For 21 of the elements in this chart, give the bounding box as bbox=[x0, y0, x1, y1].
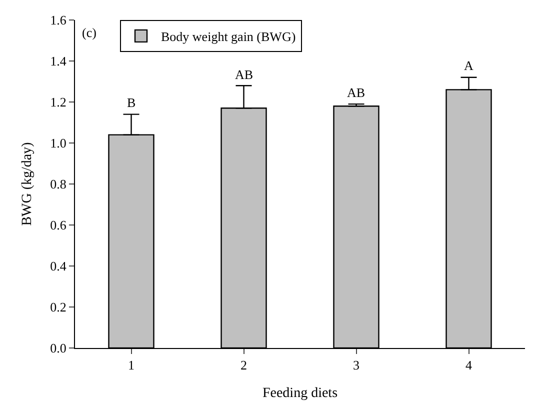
annotation: A bbox=[464, 58, 474, 73]
y-tick-label: 0.0 bbox=[50, 340, 66, 356]
y-tick-label: 1.0 bbox=[50, 136, 66, 151]
annotation: B bbox=[127, 95, 136, 110]
x-tick-label: 4 bbox=[466, 358, 472, 373]
y-tick-label: 0.2 bbox=[50, 300, 66, 315]
y-tick-label: 0.6 bbox=[50, 218, 67, 233]
legend-label: Body weight gain (BWG) bbox=[161, 29, 296, 44]
x-tick-label: 3 bbox=[353, 358, 360, 373]
annotation: (c) bbox=[82, 25, 96, 40]
y-tick-label: 1.4 bbox=[50, 54, 67, 69]
y-axis-title: BWG (kg/day) bbox=[20, 142, 35, 226]
annotation: AB bbox=[347, 85, 366, 100]
y-tick-label: 1.2 bbox=[50, 94, 66, 110]
x-tick-label: 1 bbox=[128, 358, 134, 373]
y-tick-label: 0.4 bbox=[50, 258, 67, 274]
x-tick-label: 2 bbox=[240, 358, 247, 373]
x-axis-title: Feeding diets bbox=[262, 386, 338, 401]
annotation: AB bbox=[235, 67, 254, 82]
y-tick-label: 0.8 bbox=[50, 176, 66, 192]
y-tick-label: 1.6 bbox=[50, 12, 67, 28]
